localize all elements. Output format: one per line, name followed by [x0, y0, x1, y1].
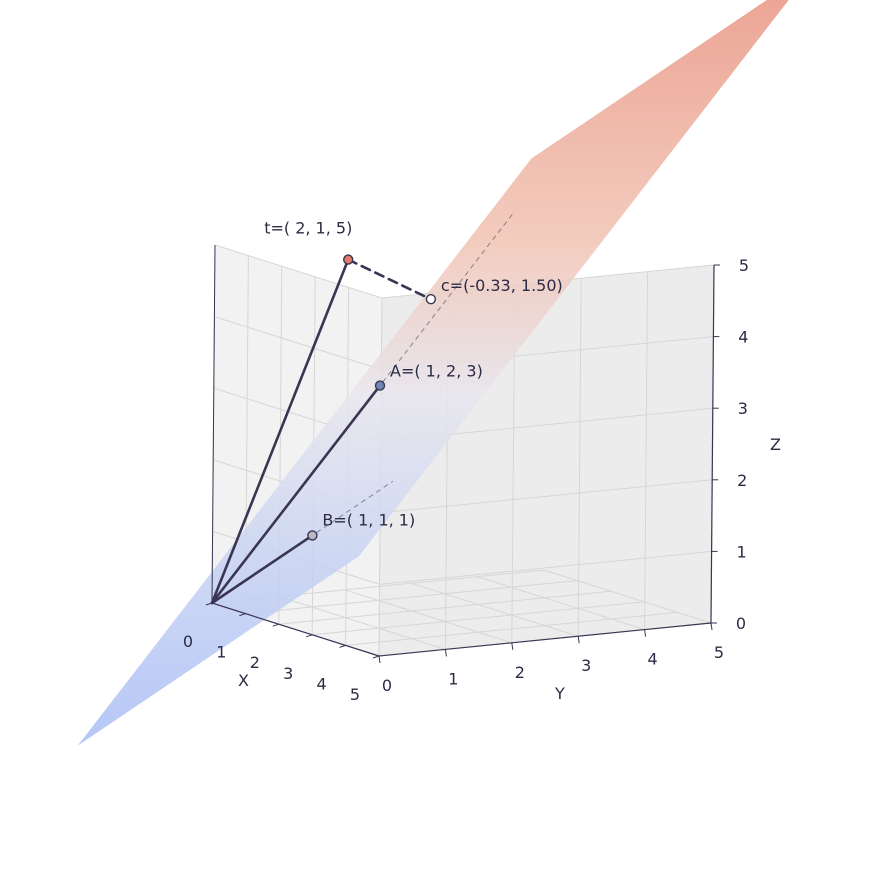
grid-line-floor-y	[278, 595, 446, 650]
point-B	[307, 530, 318, 541]
vectors	[210, 258, 433, 605]
grid-line-floor-x	[245, 580, 578, 615]
grid-line-back-y	[644, 271, 649, 630]
z-axis-left-edge	[211, 244, 216, 604]
grid-line-wall-z	[214, 244, 383, 299]
x-tick-label: 1	[216, 643, 226, 662]
grid-line-floor-y	[477, 576, 645, 631]
z-tick-label: 3	[738, 399, 748, 418]
x-tick-label: 4	[317, 674, 327, 693]
x-axis-label: X	[238, 671, 249, 690]
point-label-c: c=(-0.33, 1.50)	[441, 276, 563, 295]
point-label-t: t=( 2, 1, 5)	[264, 219, 352, 238]
z-axis-line	[710, 264, 715, 624]
vector-3	[210, 534, 314, 605]
z-tick-label: 5	[739, 256, 749, 275]
z-tick-label: 1	[737, 542, 747, 561]
points: t=( 2, 1, 5) c=(-0.33, 1.50) A=( 1, 2, 3) B…	[264, 219, 563, 541]
z-tick-label: 2	[737, 471, 747, 490]
z-axis-label: Z	[770, 435, 781, 454]
x-tick-label: 3	[283, 664, 293, 683]
y-tick-mark	[644, 629, 647, 637]
y-tick-label: 3	[581, 656, 591, 675]
point-label-B: B=( 1, 1, 1)	[322, 510, 415, 529]
y-tick-mark	[577, 636, 580, 644]
y-tick-mark	[710, 622, 713, 631]
z-tick-label: 4	[738, 328, 748, 347]
axis-lines	[211, 244, 715, 657]
residual-vector	[346, 258, 433, 301]
x-tick-mark	[339, 644, 346, 648]
grid-line-floor-y	[543, 569, 712, 624]
x-tick-label: 0	[183, 632, 193, 651]
y-tick-label: 0	[382, 676, 392, 695]
x-tick-label: 5	[350, 685, 360, 704]
y-tick-label: 2	[515, 663, 525, 682]
x-tick-label: 2	[250, 653, 260, 672]
grid-line-floor-y	[344, 589, 512, 644]
z-tick-label: 0	[736, 614, 746, 633]
point-label-A: A=( 1, 2, 3)	[390, 362, 483, 381]
vector-1	[210, 258, 350, 605]
x-tick-mark	[239, 613, 246, 617]
grid-line-wall-z	[214, 316, 382, 371]
grid-line-floor-x	[278, 590, 611, 625]
x-axis-line	[211, 602, 380, 657]
x-tick-mark	[306, 634, 313, 638]
grid-line-back-y	[577, 278, 582, 637]
grid-line-floor-y	[411, 582, 579, 637]
span-plane-surface	[77, 0, 789, 746]
x-tick-mark	[372, 655, 380, 659]
vector-2	[210, 384, 382, 605]
point-t	[343, 254, 354, 265]
point-A	[374, 380, 386, 391]
y-tick-mark	[444, 649, 447, 657]
grid-line-back-z	[380, 479, 713, 514]
point-c	[425, 294, 437, 305]
grid-line-back-z	[379, 550, 712, 585]
y-tick-mark	[511, 642, 514, 650]
y-tick-label: 1	[448, 669, 458, 688]
y-tick-mark	[378, 655, 381, 664]
y-axis-label: Y	[554, 684, 565, 703]
y-tick-label: 4	[648, 650, 658, 669]
grid-line-floor-x	[312, 601, 645, 636]
y-tick-label: 5	[714, 643, 724, 662]
y-axis-line	[378, 622, 712, 657]
x-tick-mark	[272, 623, 279, 627]
grid-line-floor-x	[345, 611, 678, 646]
span-plane	[77, 0, 789, 746]
